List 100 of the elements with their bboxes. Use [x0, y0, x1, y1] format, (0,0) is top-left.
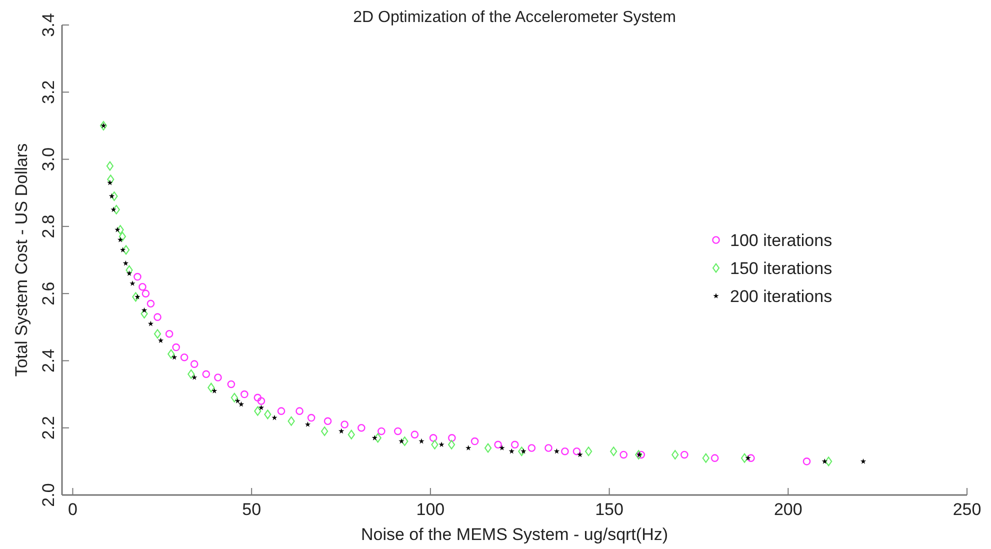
point [254, 394, 262, 402]
point [508, 448, 514, 454]
point [140, 308, 148, 318]
x-tick-label: 100 [416, 500, 445, 519]
point [484, 443, 492, 453]
point [254, 406, 262, 416]
point [154, 329, 162, 339]
point [710, 454, 719, 462]
point [401, 436, 408, 446]
point [148, 320, 154, 326]
x-tick-label: 200 [774, 500, 802, 519]
point [499, 445, 505, 450]
point [358, 424, 366, 432]
point [321, 426, 328, 436]
point [172, 343, 180, 352]
y-tick-label: 3.4 [39, 13, 58, 37]
point [264, 410, 272, 420]
point [431, 440, 438, 450]
y-tick-label: 2.8 [39, 214, 58, 238]
point [374, 433, 382, 443]
point [825, 456, 832, 466]
point [132, 292, 140, 302]
point [214, 374, 222, 382]
point [158, 338, 164, 343]
y-tick-label: 2.2 [39, 416, 58, 440]
point [142, 290, 150, 298]
point [448, 434, 456, 442]
point [230, 392, 238, 402]
point [130, 280, 136, 286]
point [510, 440, 519, 449]
point [188, 369, 195, 379]
y-tick-label: 2.4 [39, 348, 58, 373]
point [561, 447, 569, 456]
point [338, 428, 344, 434]
point [208, 382, 215, 392]
point [141, 307, 148, 313]
x-axis-title: Noise of the MEMS System - ug/sqrt(Hz) [360, 525, 668, 544]
point [122, 260, 129, 266]
point [288, 416, 295, 426]
point [110, 206, 116, 212]
point [372, 434, 378, 440]
point [134, 272, 142, 281]
point [307, 414, 316, 422]
point [572, 447, 581, 456]
point [277, 407, 286, 415]
y-tick-label: 2.0 [39, 483, 58, 507]
point [118, 232, 126, 242]
point [860, 458, 866, 464]
point [154, 313, 162, 321]
point [120, 246, 126, 252]
point [192, 374, 198, 380]
point [466, 445, 472, 450]
point [470, 437, 479, 446]
point [702, 453, 710, 463]
point [180, 353, 188, 362]
point [257, 397, 266, 405]
point [494, 440, 502, 449]
point [410, 430, 419, 438]
point [620, 450, 628, 459]
point [138, 282, 146, 291]
point [429, 434, 438, 442]
point [190, 360, 198, 368]
point [324, 417, 332, 426]
point [122, 245, 130, 255]
point [168, 349, 175, 359]
legend-label: 200 iterations [730, 287, 832, 306]
point [672, 450, 679, 460]
x-tick-label: 50 [242, 500, 262, 519]
legend-label: 100 iterations [730, 231, 832, 250]
point [126, 265, 133, 275]
y-tick-label: 3.0 [39, 147, 58, 172]
point [745, 455, 751, 460]
chart-title: 2D Optimization of the Accelerometer System [353, 9, 676, 26]
point [227, 380, 236, 388]
y-axis-title: Total System Cost - US Dollars [12, 143, 31, 377]
point [110, 191, 118, 201]
point [296, 407, 304, 415]
point [740, 453, 748, 463]
point [394, 427, 402, 436]
point [448, 440, 456, 450]
point [106, 161, 114, 171]
point [822, 458, 828, 464]
x-tick-label: 0 [68, 500, 78, 519]
x-tick-label: 250 [952, 500, 982, 519]
point [304, 422, 311, 427]
point [238, 401, 244, 407]
point [258, 404, 264, 410]
point [165, 330, 174, 338]
point [747, 454, 755, 462]
point [438, 442, 444, 448]
point [418, 438, 424, 444]
point [584, 446, 592, 456]
point [398, 438, 404, 444]
point [107, 174, 114, 184]
point [378, 427, 386, 436]
x-tick-label: 150 [595, 500, 624, 519]
y-tick-label: 3.2 [39, 80, 58, 104]
point [518, 446, 526, 456]
point [202, 370, 210, 378]
legend-label: 150 iterations [730, 259, 832, 278]
